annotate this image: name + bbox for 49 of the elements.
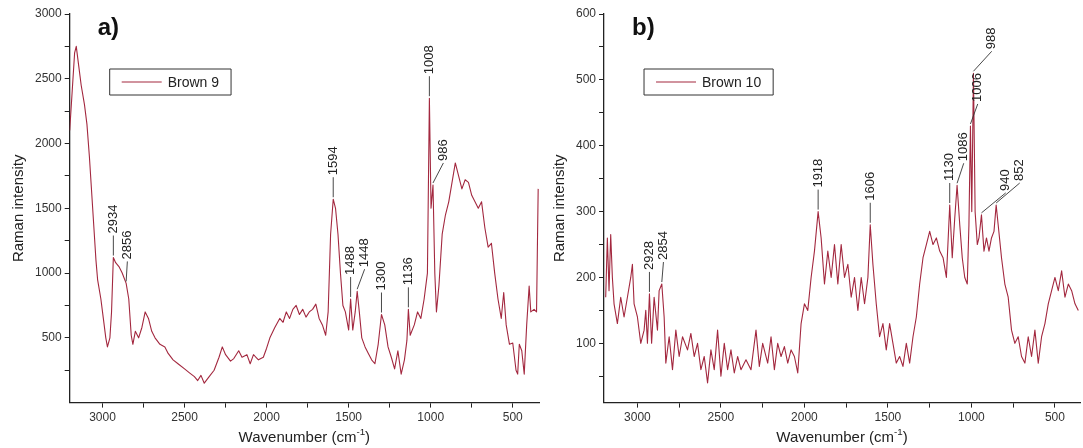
annotation: 1006 (969, 73, 985, 102)
annotation: 1594 (324, 146, 340, 176)
x-tick-label: 500 (502, 410, 524, 425)
y-tick-label: 600 (575, 6, 597, 21)
annotation: 1130 (941, 153, 957, 182)
chart-title: b) (632, 12, 655, 40)
annotation: 2854 (655, 231, 671, 261)
y-tick-label: 2500 (34, 71, 63, 86)
annotation: 1086 (955, 132, 971, 162)
annotation: 2928 (641, 241, 657, 270)
annotation: 1488 (342, 246, 358, 275)
x-tick-label: 2500 (171, 410, 199, 425)
annotation: 1606 (861, 171, 877, 201)
y-tick-label: 2000 (34, 135, 63, 150)
y-tick-label: 100 (575, 335, 597, 350)
annotation: 852 (1011, 159, 1027, 182)
y-tick-label: 500 (575, 72, 597, 87)
x-tick-label: 3000 (89, 410, 117, 425)
x-tick-label: 2500 (707, 410, 735, 425)
x-tick-label: 1500 (335, 410, 363, 425)
annotation: 1136 (399, 257, 415, 286)
annotation: 2934 (104, 204, 120, 234)
legend-label: Brown 10 (702, 73, 762, 90)
y-axis-title: Raman intensity (550, 154, 568, 263)
x-tick-label: 1000 (958, 410, 986, 425)
annotation: 1918 (809, 158, 825, 188)
y-tick-label: 500 (41, 330, 63, 345)
legend-label: Brown 9 (167, 73, 220, 90)
annotation: 986 (434, 139, 450, 161)
y-tick-label: 1500 (34, 200, 63, 215)
annotation: 2856 (118, 230, 134, 260)
x-tick-label: 1500 (874, 410, 902, 425)
x-tick-label: 500 (1044, 410, 1066, 425)
x-tick-label: 2000 (791, 410, 819, 425)
annotation: 940 (997, 169, 1013, 191)
y-tick-label: 300 (575, 203, 597, 218)
chart-title: a) (97, 12, 120, 40)
annotation: 988 (983, 27, 999, 50)
annotation: 1300 (373, 261, 389, 291)
annotation: 1448 (356, 238, 372, 268)
x-tick-label: 3000 (624, 410, 652, 425)
y-tick-label: 200 (575, 269, 597, 284)
y-tick-label: 1000 (34, 265, 63, 280)
annotation: 1008 (420, 45, 436, 75)
y-tick-label: 3000 (34, 6, 63, 21)
x-tick-label: 2000 (253, 410, 281, 425)
y-tick-label: 400 (575, 138, 597, 153)
y-axis-title: Raman intensity (9, 154, 27, 263)
x-tick-label: 1000 (417, 410, 445, 425)
